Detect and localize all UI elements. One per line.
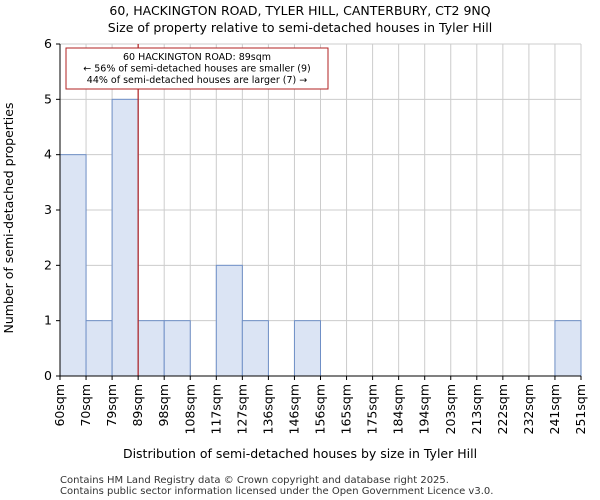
bar bbox=[111, 98, 139, 377]
bar bbox=[137, 320, 165, 377]
chart-subtitle: Size of property relative to semi-detach… bbox=[108, 20, 492, 35]
footer-line-2: Contains public sector information licen… bbox=[60, 486, 493, 497]
bar bbox=[293, 320, 322, 377]
x-tick-label: 241sqm bbox=[547, 384, 562, 434]
x-tick-label: 60sqm bbox=[52, 384, 67, 427]
y-tick-label: 3 bbox=[44, 202, 52, 217]
bar bbox=[554, 320, 582, 377]
y-tick-label: 2 bbox=[44, 257, 52, 272]
y-axis-label: Number of semi-detached properties bbox=[1, 103, 16, 334]
x-tick-label: 117sqm bbox=[208, 384, 223, 434]
x-tick-label: 136sqm bbox=[260, 384, 275, 434]
x-tick-label: 89sqm bbox=[130, 384, 145, 427]
x-tick-label: 213sqm bbox=[469, 384, 484, 434]
x-tick-label: 184sqm bbox=[391, 384, 406, 434]
y-tick-label: 0 bbox=[44, 368, 52, 383]
annotation-box bbox=[65, 47, 329, 90]
x-axis-label: Distribution of semi-detached houses by … bbox=[123, 446, 477, 461]
x-tick-label: 222sqm bbox=[495, 384, 510, 434]
annotation: 60 HACKINGTON ROAD: 89sqm ← 56% of semi-… bbox=[65, 47, 329, 90]
footer-line-1: Contains HM Land Registry data © Crown c… bbox=[60, 475, 449, 486]
y-tick-label: 6 bbox=[44, 36, 52, 51]
annotation-line-1: 60 HACKINGTON ROAD: 89sqm bbox=[123, 52, 271, 63]
x-tick-label: 108sqm bbox=[182, 384, 197, 434]
bar bbox=[163, 320, 191, 377]
x-tick-label: 194sqm bbox=[417, 384, 432, 434]
x-tick-label: 232sqm bbox=[521, 384, 536, 434]
annotation-line-3: 44% of semi-detached houses are larger (… bbox=[87, 75, 307, 86]
chart-title: 60, HACKINGTON ROAD, TYLER HILL, CANTERB… bbox=[109, 3, 490, 18]
x-tick-label: 251sqm bbox=[573, 384, 588, 434]
bar bbox=[85, 320, 113, 377]
bars bbox=[59, 98, 582, 377]
bar bbox=[215, 264, 243, 377]
x-tick-label: 175sqm bbox=[365, 384, 380, 434]
x-tick-label: 203sqm bbox=[443, 384, 458, 434]
y-tick-label: 4 bbox=[44, 147, 52, 162]
y-tick-label: 1 bbox=[44, 313, 52, 328]
x-tick-label: 165sqm bbox=[339, 384, 354, 434]
x-tick-label: 146sqm bbox=[286, 384, 301, 434]
bar bbox=[241, 320, 269, 377]
x-tick-label: 70sqm bbox=[78, 384, 93, 427]
y-tick-label: 5 bbox=[44, 91, 52, 106]
annotation-line-2: ← 56% of semi-detached houses are smalle… bbox=[83, 64, 311, 75]
x-tick-label: 98sqm bbox=[156, 384, 171, 427]
x-tick-label: 156sqm bbox=[313, 384, 328, 434]
x-tick-label: 79sqm bbox=[104, 384, 119, 427]
x-tick-label: 127sqm bbox=[234, 384, 249, 434]
axes: 0 1 2 3 4 5 6 60sqm 70sqm 79sqm 89sqm 98sqm 108sqm 11… bbox=[44, 36, 588, 434]
bar bbox=[59, 154, 87, 377]
